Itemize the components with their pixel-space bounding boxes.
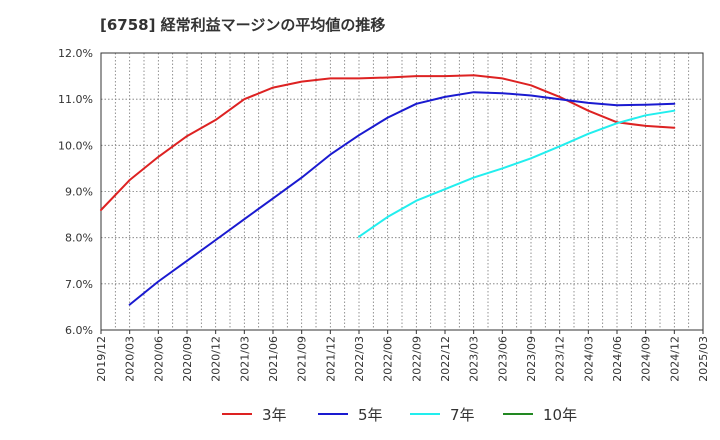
legend-swatch-7y	[410, 413, 440, 415]
legend-label-5y: 5年	[358, 405, 383, 424]
legend-item-7y: 7年	[410, 400, 475, 428]
legend-swatch-10y	[503, 413, 533, 415]
x-tick-label: 2021/06	[267, 336, 280, 382]
x-tick-label: 2022/03	[353, 336, 366, 382]
x-tick-label: 2025/03	[697, 336, 710, 382]
y-tick-label: 6.0%	[65, 324, 93, 337]
series-line-1	[100, 74, 676, 211]
x-tick-label: 2022/06	[382, 336, 395, 382]
y-tick-label: 8.0%	[65, 232, 93, 245]
legend-label-7y: 7年	[450, 405, 475, 424]
x-tick-label: 2021/12	[324, 336, 337, 382]
x-tick-label: 2021/03	[238, 336, 251, 382]
x-tick-label: 2020/12	[210, 336, 223, 382]
x-tick-label: 2023/03	[468, 336, 481, 382]
x-tick-label: 2020/03	[124, 336, 137, 382]
y-tick-label: 9.0%	[65, 186, 93, 199]
plot-border	[100, 52, 704, 331]
y-tick-label: 10.0%	[58, 139, 93, 152]
series-line-2	[128, 91, 676, 306]
series-line-3	[358, 109, 676, 238]
legend-label-3y: 3年	[262, 405, 287, 424]
legend-swatch-3y	[222, 413, 252, 415]
x-tick-label: 2024/03	[582, 336, 595, 382]
chart-legend: 3年 5年 7年 10年	[0, 400, 720, 428]
x-tick-label: 2024/12	[668, 336, 681, 382]
x-tick-label: 2023/06	[496, 336, 509, 382]
x-tick-label: 2024/09	[640, 336, 653, 382]
x-tick-label: 2020/09	[181, 336, 194, 382]
legend-item-5y: 5年	[318, 400, 383, 428]
y-tick-label: 7.0%	[65, 278, 93, 291]
y-tick-label: 12.0%	[58, 47, 93, 60]
legend-swatch-5y	[318, 413, 348, 415]
legend-label-10y: 10年	[543, 405, 578, 424]
x-tick-label: 2022/12	[439, 336, 452, 382]
x-tick-label: 2021/09	[296, 336, 309, 382]
x-tick-label: 2023/12	[554, 336, 567, 382]
y-tick-label: 11.0%	[58, 93, 93, 106]
legend-item-3y: 3年	[222, 400, 287, 428]
x-tick-label: 2019/12	[95, 336, 108, 382]
x-tick-label: 2023/09	[525, 336, 538, 382]
legend-item-10y: 10年	[503, 400, 577, 428]
x-tick-label: 2024/06	[611, 336, 624, 382]
x-tick-label: 2022/09	[410, 336, 423, 382]
chart-title: [6758] 経常利益マージンの平均値の推移	[100, 16, 386, 34]
x-tick-label: 2020/06	[152, 336, 165, 382]
